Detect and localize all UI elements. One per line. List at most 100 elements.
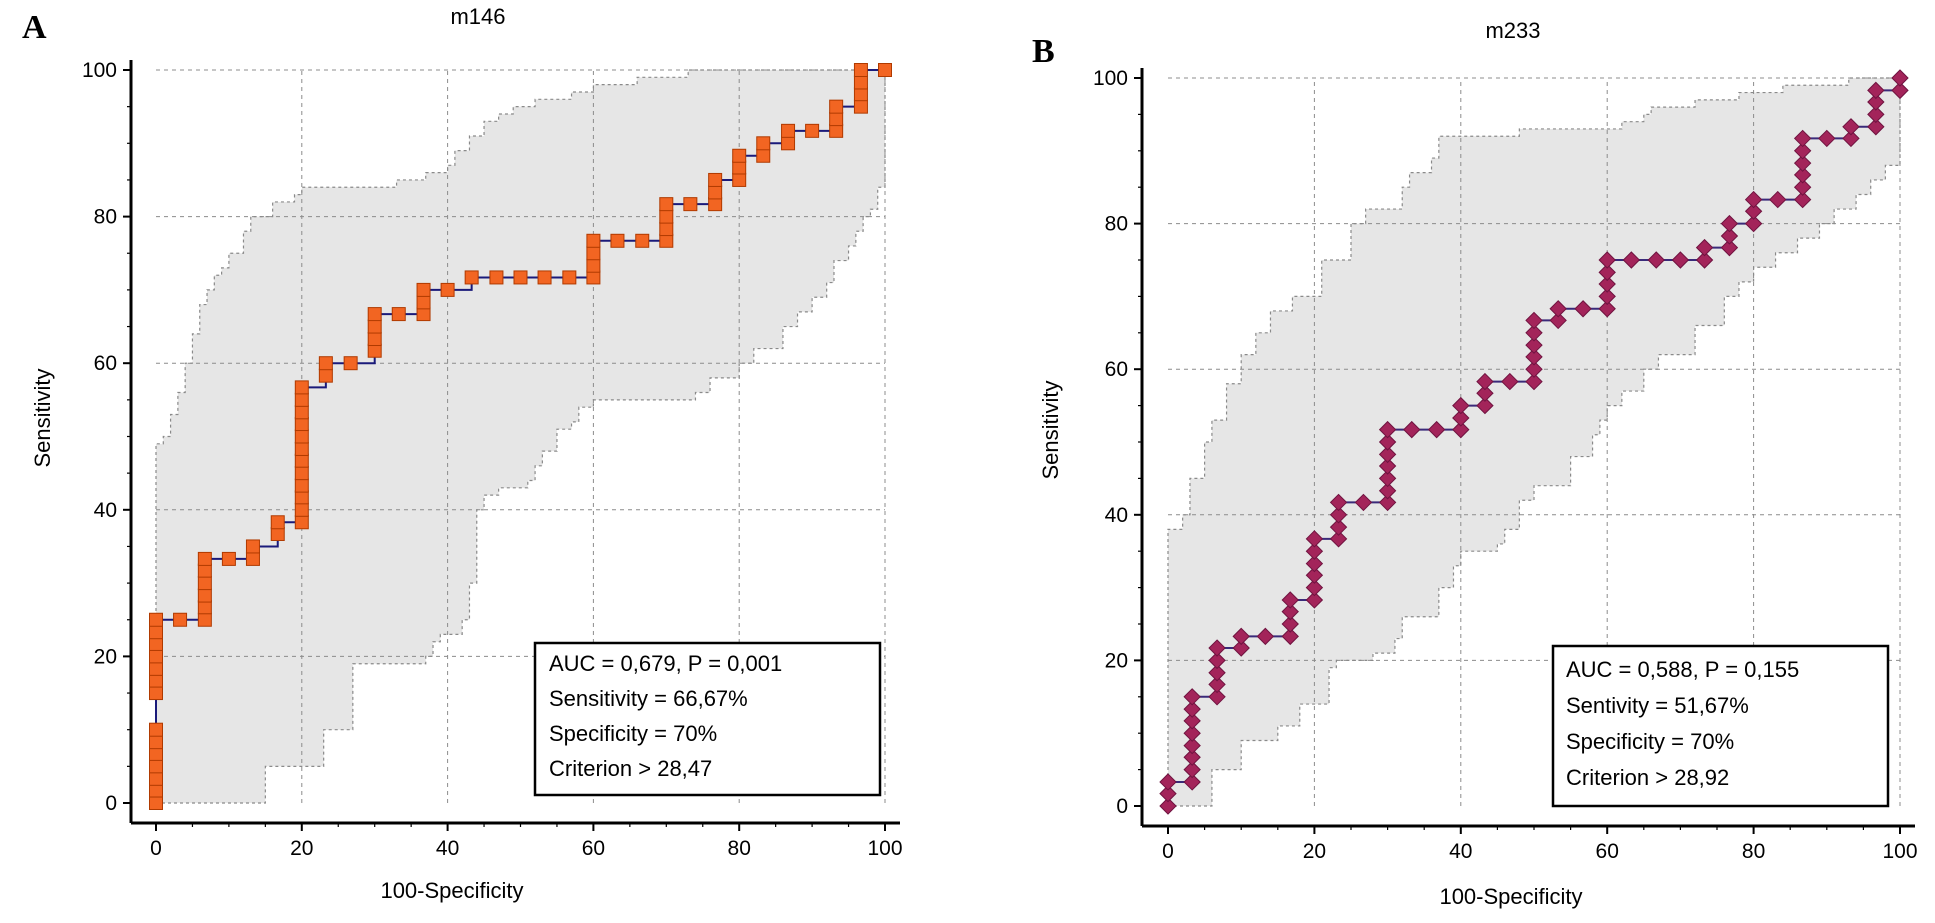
panel-a-roc-point <box>149 625 163 640</box>
panel-b-stat-specificity: Specificity = 70% <box>1566 729 1734 754</box>
panel-b-roc-point <box>1305 578 1324 597</box>
panel-b-y-axis-label: Sensitivity <box>1038 380 1063 479</box>
panel-a-roc-point <box>294 405 309 420</box>
panel-b-roc-point <box>1501 372 1519 391</box>
panel-b-roc-point <box>1476 372 1494 391</box>
panel-a-roc-point <box>853 87 868 102</box>
panel-b-roc-point <box>1818 129 1836 148</box>
panel-b-roc-point <box>1281 591 1299 609</box>
panel-b-roc-point <box>1744 202 1763 220</box>
panel-b-roc-point <box>1867 118 1885 136</box>
panel-a-roc-point <box>149 771 163 786</box>
panel-b-roc-point <box>1329 506 1348 524</box>
panel-a-roc-point <box>294 392 309 407</box>
panel-b-roc-point <box>1867 105 1885 124</box>
panel-b-roc-point <box>1744 190 1763 209</box>
panel-b-roc-point <box>1159 773 1177 791</box>
panel-a-roc-point <box>805 123 820 138</box>
panel-a-stat-criterion: Criterion > 28,47 <box>549 756 712 781</box>
panel-b-roc-point <box>1598 263 1616 282</box>
panel-a-roc-point <box>732 148 747 163</box>
panel-b-roc-point <box>1305 554 1324 573</box>
panel-b-roc-point <box>1208 639 1226 657</box>
panel-b-roc-point <box>1720 214 1739 233</box>
panel-a-x-tick-label-0: 0 <box>150 837 162 860</box>
panel-a-roc-point <box>367 319 382 334</box>
panel-a-roc-point <box>635 233 650 248</box>
panel-b-roc-point <box>1891 69 1909 87</box>
panel-a-roc-point <box>294 478 309 493</box>
panel-a-roc-point <box>659 197 674 212</box>
panel-a-roc-point <box>343 356 358 371</box>
panel-b-roc-point <box>1842 129 1860 148</box>
panel-b-roc-point <box>1769 190 1787 209</box>
panel-b-roc-point <box>1525 348 1543 366</box>
panel-a-roc-point <box>513 270 528 285</box>
panel-a-roc-point <box>270 526 285 541</box>
panel-b-x-tick-label-80: 80 <box>1742 840 1765 863</box>
panel-a-ci-upper-edge <box>155 69 885 803</box>
panel-b-x-tick-label-40: 40 <box>1449 840 1472 863</box>
panel-a-roc-point <box>294 417 309 432</box>
panel-b-roc-chart: B m233 0 0 20 20 40 40 60 60 80 80 100 100 100-Spec… <box>1032 18 1918 909</box>
panel-a-roc-point <box>245 539 260 554</box>
panel-a-roc-point <box>197 600 212 615</box>
panel-b-roc-point <box>1793 154 1812 172</box>
panel-b-roc-point <box>1329 530 1348 548</box>
panel-a-y-tick-label-60: 60 <box>94 352 117 375</box>
panel-b-roc-point <box>1329 518 1348 536</box>
panel-b-stats-box: AUC = 0,588, P = 0,155 Sentivity = 51,67… <box>1551 644 1890 808</box>
panel-b-roc-point <box>1183 700 1201 718</box>
panel-b-roc-point <box>1452 409 1470 427</box>
panel-b-ci-upper-edge <box>1167 77 1900 806</box>
panel-a-stat-auc: AUC = 0,679, P = 0,001 <box>549 651 782 676</box>
panel-a-roc-point <box>197 551 212 566</box>
panel-b-roc-point <box>1598 275 1616 293</box>
panel-b-roc-point <box>1842 118 1860 136</box>
panel-b-stat-auc: AUC = 0,588, P = 0,155 <box>1566 657 1799 682</box>
panel-b-x-axis-label: 100-Specificity <box>1439 884 1582 909</box>
panel-a-roc-point <box>756 148 771 163</box>
panel-a-roc-point <box>294 380 309 395</box>
panel-a-roc-point <box>537 270 552 285</box>
panel-a-roc-point <box>781 123 796 138</box>
panel-b-roc-point <box>1525 311 1543 330</box>
panel-a-roc-point <box>829 99 844 114</box>
panel-b-y-tick-label-100: 100 <box>1093 67 1128 90</box>
panel-a-roc-point <box>853 75 868 90</box>
panel-a-roc-point <box>708 197 723 212</box>
panel-a-roc-point <box>781 136 796 151</box>
panel-a-roc-point <box>270 515 285 530</box>
panel-b-roc-point <box>1183 724 1201 742</box>
panel-a-roc-chart: A m146 0 0 20 20 40 40 60 60 80 80 100 100 100-Spec… <box>22 4 903 903</box>
panel-a-y-axis-label: Sensitivity <box>30 368 55 467</box>
panel-b-stats-frame <box>1551 644 1890 808</box>
panel-b-roc-point <box>1867 93 1885 111</box>
panel-b-roc-point <box>1281 627 1299 646</box>
panel-b-roc-point <box>1208 688 1226 706</box>
panel-a-roc-point <box>173 612 188 627</box>
panel-b-roc-point <box>1452 420 1470 439</box>
panel-b-roc-point <box>1793 166 1812 184</box>
panel-b-roc-point <box>1208 675 1226 694</box>
panel-b-roc-point <box>1159 797 1177 815</box>
panel-a-roc-point <box>318 368 333 383</box>
panel-a-x-tick-label-40: 40 <box>436 837 459 860</box>
panel-b-roc-point <box>1427 420 1446 439</box>
panel-a-roc-point <box>149 661 163 676</box>
panel-b-roc-point <box>1793 178 1812 196</box>
panel-b-roc-point <box>1867 81 1885 100</box>
panel-b-ci-lower-edge <box>1168 78 1901 807</box>
panel-a-roc-point <box>294 515 309 530</box>
panel-b-roc-point <box>1354 493 1373 512</box>
panel-a-y-tick-label-100: 100 <box>82 59 117 82</box>
panel-b-roc-point <box>1232 627 1250 646</box>
panel-a-roc-point <box>391 307 406 322</box>
panel-b-roc-point <box>1232 639 1250 657</box>
panel-a-roc-point <box>853 63 868 77</box>
panel-a-roc-point <box>732 160 747 175</box>
panel-b-roc-point <box>1744 214 1763 233</box>
panel-b-roc-point <box>1671 251 1690 269</box>
panel-b-y-tick-label-60: 60 <box>1105 358 1128 381</box>
